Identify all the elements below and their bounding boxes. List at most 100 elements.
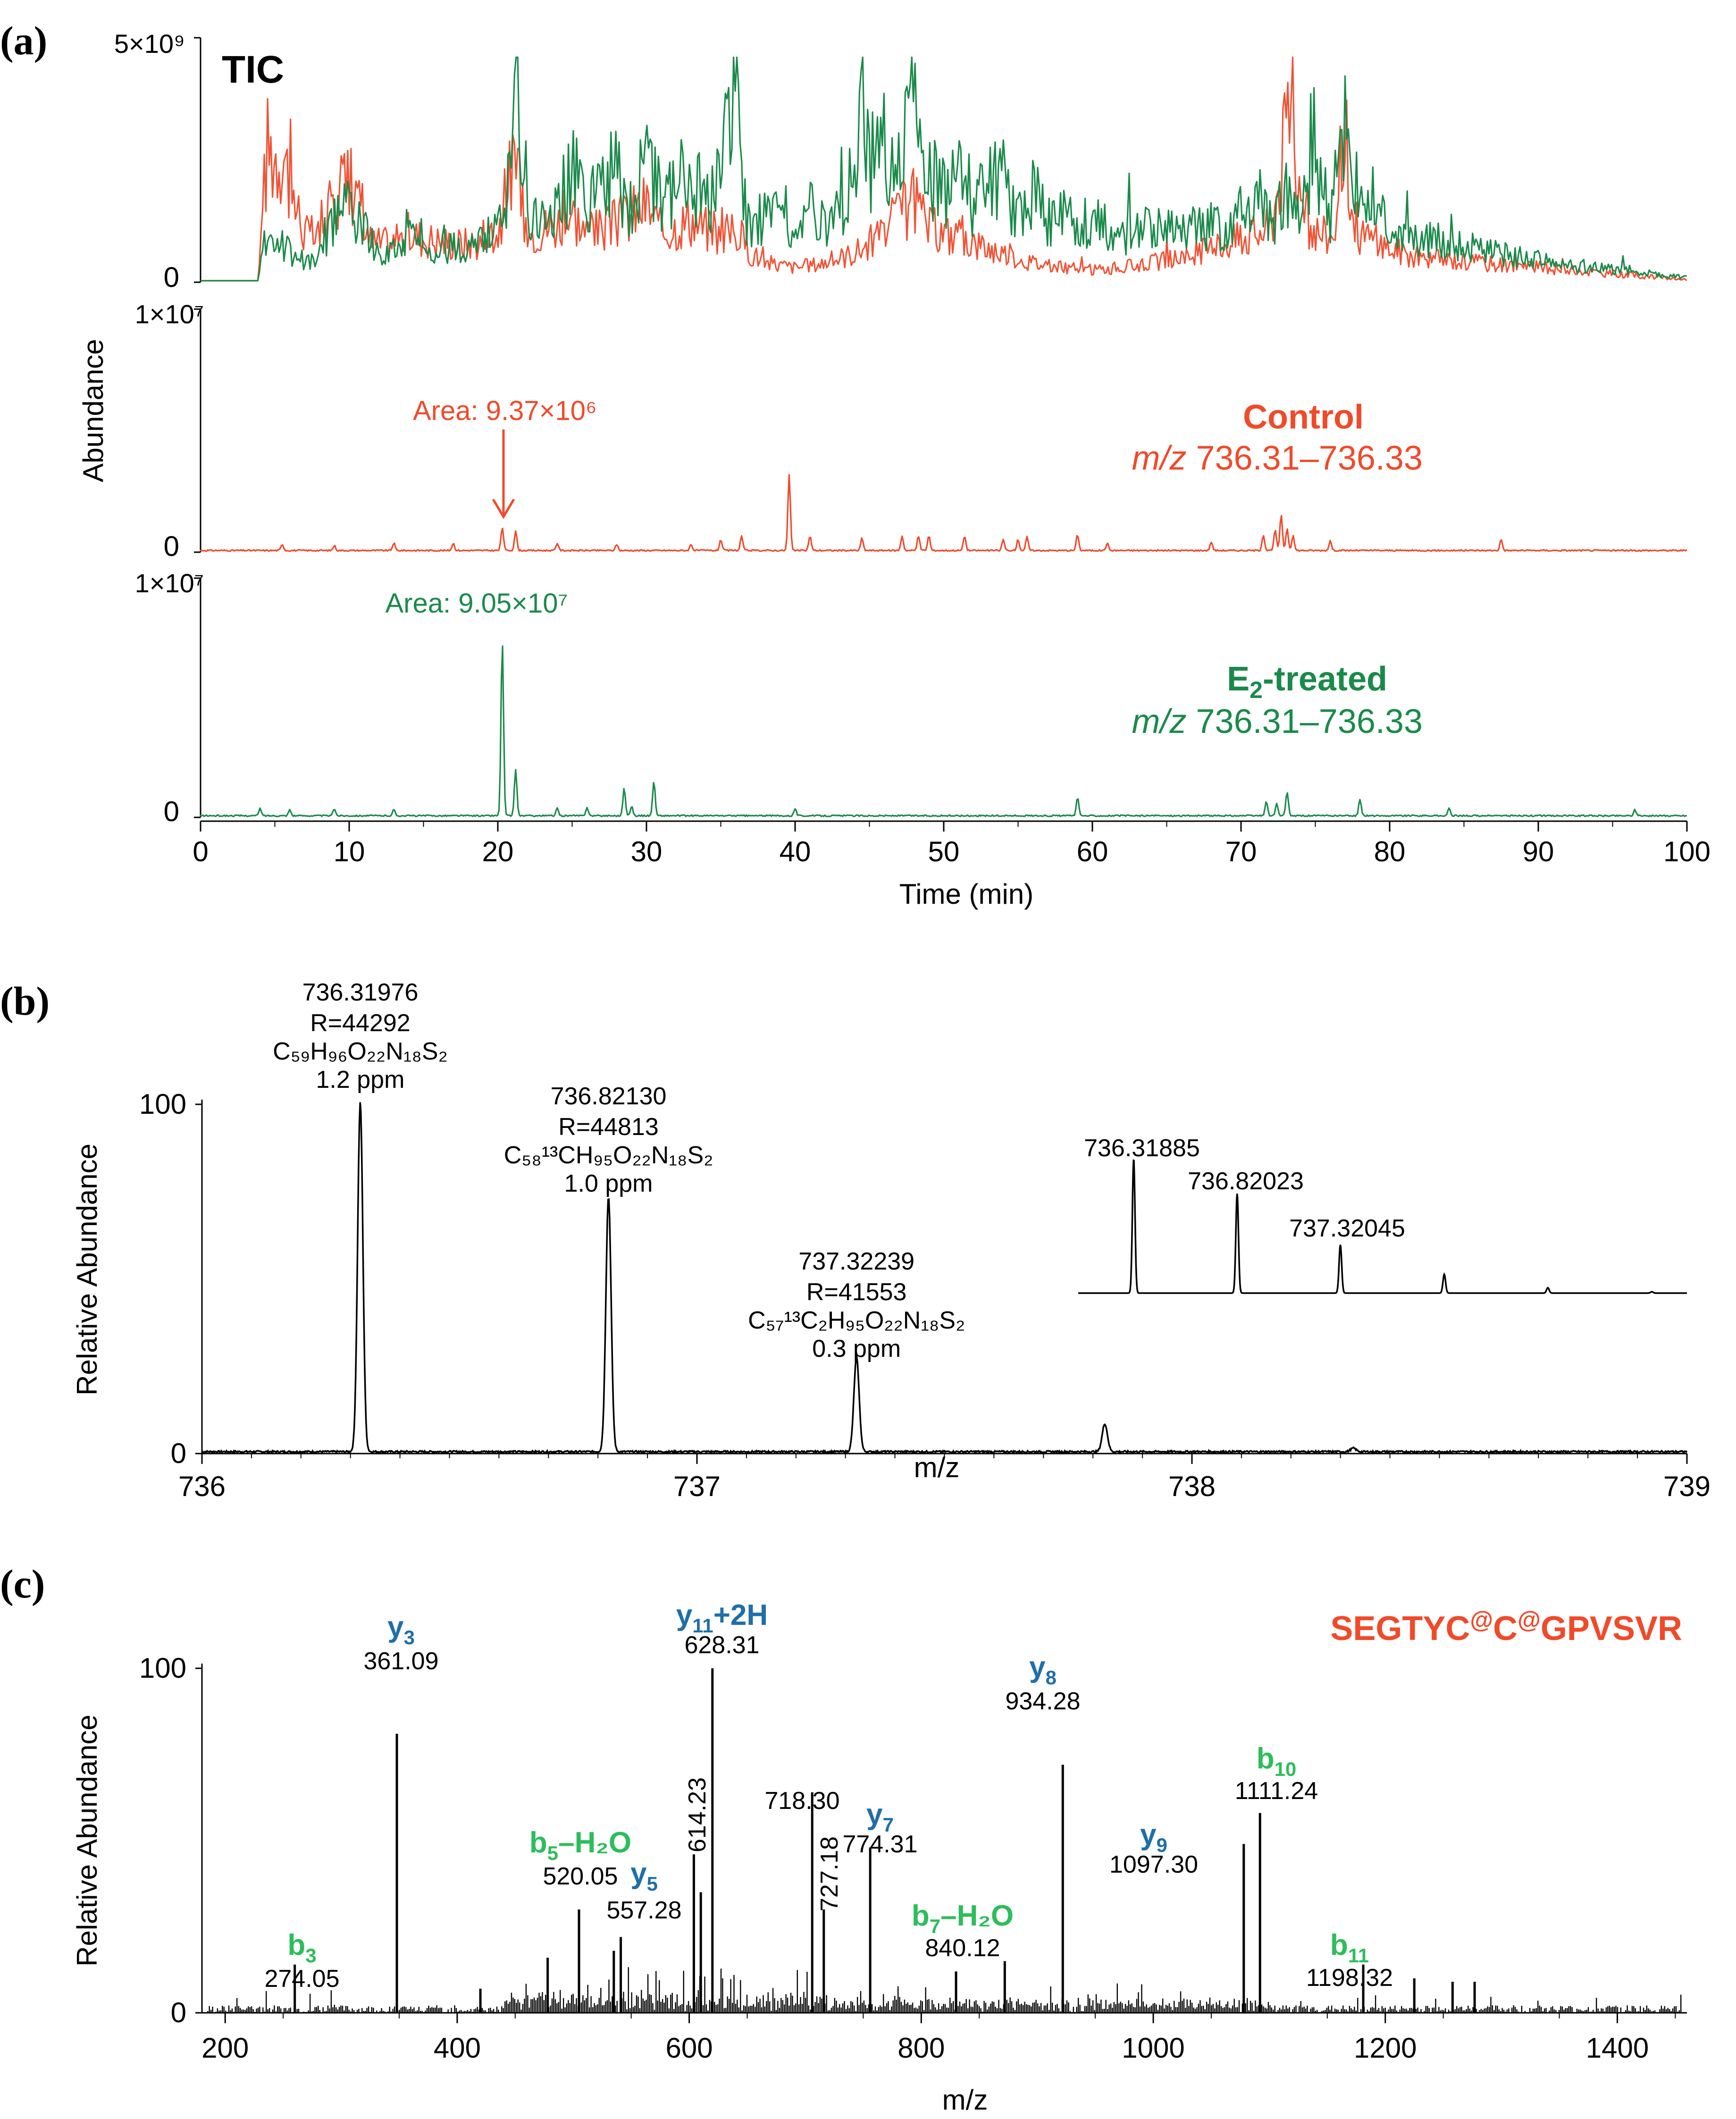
peptide-mod-1: @ bbox=[1470, 1606, 1493, 1633]
c-xtick-label: 800 bbox=[897, 2032, 945, 2064]
control-area-annotation: Area: 9.37×10⁶ bbox=[413, 395, 597, 426]
c-ion-label: b11 bbox=[1330, 1929, 1369, 1967]
b-peak-annotation-line: 737.32239 bbox=[798, 1248, 914, 1275]
c-ion-index: 3 bbox=[404, 1626, 415, 1648]
treated-ybottom-label: 0 bbox=[164, 796, 179, 827]
c-peak-mz-label: 628.31 bbox=[684, 1631, 759, 1659]
treated-legend-main: E bbox=[1227, 660, 1250, 698]
tic-ybottom-label: 0 bbox=[164, 261, 179, 293]
b-peak-annotation-line: 736.82130 bbox=[551, 1083, 667, 1110]
c-ion-label: b7–H₂O bbox=[912, 1900, 1014, 1937]
b-inset-label: 736.31885 bbox=[1084, 1135, 1200, 1162]
c-xtick-label: 1000 bbox=[1122, 2032, 1184, 2064]
tic-treated-trace bbox=[201, 56, 1687, 282]
a-xtick-label: 10 bbox=[334, 836, 365, 867]
panel-label-a: (a) bbox=[0, 18, 47, 63]
treated-legend-mz: m/z 736.31–736.33 bbox=[1132, 703, 1423, 740]
control-ytop-label: 1×10⁷ bbox=[135, 299, 204, 329]
b-inset-label: 737.32045 bbox=[1289, 1215, 1405, 1242]
panel-c-msms-spectrum: (c) Relative Abundance m/z SEGTYC@C@GPVS… bbox=[0, 1561, 1687, 2116]
b-inset-label: 736.82023 bbox=[1188, 1168, 1304, 1195]
c-ion-label: y11+2H bbox=[676, 1599, 768, 1637]
b-inset-trace bbox=[1078, 1159, 1687, 1294]
c-peak-mz-label: 520.05 bbox=[543, 1863, 618, 1890]
control-eic-trace bbox=[200, 474, 1687, 552]
b-peak-annotation-line: R=41553 bbox=[806, 1278, 907, 1306]
c-ion-label: y3 bbox=[387, 1611, 415, 1648]
c-xtick-label: 1200 bbox=[1354, 2032, 1417, 2064]
c-ion-extra: –H₂O bbox=[558, 1826, 631, 1859]
b-ytick-label-0: 0 bbox=[171, 1438, 186, 1469]
b-xtick-label: 737 bbox=[673, 1471, 721, 1502]
panel-a-chromatograms: (a) TIC Abundance 5×10⁹ 0 1×10⁷ 0 1×10⁷ … bbox=[0, 18, 1711, 910]
control-legend-name: Control bbox=[1243, 398, 1364, 436]
c-peak-mz-label: 934.28 bbox=[1005, 1688, 1080, 1715]
treated-eic-trace bbox=[200, 645, 1687, 817]
b-peak-annotation-line: R=44292 bbox=[310, 1009, 411, 1037]
a-xtick-label: 100 bbox=[1663, 836, 1711, 867]
c-ion-letter: y bbox=[866, 1798, 883, 1831]
tic-ytop-label: 5×10⁹ bbox=[114, 29, 185, 59]
c-peak-mz-label: 1198.32 bbox=[1306, 1964, 1393, 1992]
b-peak-annotation-line: C₅₉H₉₆O₂₂N₁₈S₂ bbox=[273, 1038, 448, 1065]
c-peak-mz-label: 1097.30 bbox=[1109, 1851, 1198, 1878]
c-ion-letter: b bbox=[1330, 1929, 1348, 1961]
c-ion-label: y5 bbox=[630, 1857, 658, 1895]
treated-legend-name: E2-treated bbox=[1227, 660, 1387, 703]
c-peak-mz-label: 840.12 bbox=[925, 1934, 1000, 1962]
a-xtick-label: 60 bbox=[1077, 836, 1108, 867]
b-peak-annotation-line: 1.2 ppm bbox=[316, 1066, 405, 1093]
c-ion-extra: –H₂O bbox=[940, 1900, 1014, 1932]
treated-legend-rest: -treated bbox=[1263, 660, 1387, 698]
c-ion-letter: y bbox=[1140, 1818, 1157, 1851]
panel-b-ylabel: Relative Abundance bbox=[71, 1144, 103, 1396]
c-ion-letter: b bbox=[287, 1929, 305, 1961]
control-mz-range: 736.31–736.33 bbox=[1196, 439, 1423, 477]
c-ytick-label-0: 0 bbox=[171, 1997, 186, 2028]
c-xtick-label: 200 bbox=[201, 2032, 249, 2064]
c-ion-letter: y bbox=[676, 1599, 693, 1631]
c-ion-letter: y bbox=[1029, 1651, 1046, 1683]
control-area-arrow-head bbox=[492, 498, 515, 519]
c-peak-mz-label: 1111.24 bbox=[1235, 1777, 1318, 1805]
c-ion-letter: b bbox=[1257, 1742, 1275, 1775]
c-rotated-mz-label: 614.23 bbox=[684, 1777, 711, 1852]
peptide-sequence: SEGTYC@C@GPVSVR bbox=[1330, 1606, 1682, 1648]
c-ion-index: 7 bbox=[883, 1814, 894, 1836]
treated-mz-italic: m/z bbox=[1132, 703, 1187, 740]
c-peak-mz-label: 557.28 bbox=[606, 1897, 681, 1924]
peptide-mod-2: @ bbox=[1518, 1606, 1541, 1633]
b-peak-annotation-line: 1.0 ppm bbox=[564, 1170, 653, 1197]
control-mz-italic: m/z bbox=[1132, 439, 1187, 477]
c-peak-mz-label: 274.05 bbox=[264, 1965, 339, 1993]
time-axis-label: Time (min) bbox=[899, 878, 1033, 910]
tic-control-trace bbox=[201, 56, 1687, 282]
c-ion-letter: b bbox=[529, 1826, 547, 1859]
panel-b-xlabel: m/z bbox=[914, 1452, 960, 1483]
a-xtick-label: 90 bbox=[1523, 836, 1554, 867]
peptide-part-3: GPVSVR bbox=[1541, 1610, 1682, 1648]
b-ytick-label-100: 100 bbox=[139, 1088, 186, 1120]
b-peak-annotation-line: 0.3 ppm bbox=[812, 1335, 901, 1362]
b-peak-annotation-line: 736.31976 bbox=[302, 979, 419, 1006]
c-ion-letter: y bbox=[630, 1857, 647, 1890]
c-xtick-label: 600 bbox=[666, 2032, 713, 2064]
c-xtick-label: 400 bbox=[434, 2032, 481, 2064]
c-ion-index: 9 bbox=[1157, 1834, 1167, 1856]
tic-title: TIC bbox=[222, 48, 284, 91]
c-xtick-label: 1400 bbox=[1586, 2032, 1649, 2064]
c-ion-letter: b bbox=[912, 1900, 930, 1932]
panel-a-traces bbox=[200, 56, 1687, 817]
c-ion-index: 11 bbox=[692, 1614, 713, 1637]
c-peak-mz-label: 718.30 bbox=[764, 1787, 839, 1815]
c-ion-letter: y bbox=[387, 1611, 404, 1643]
c-ion-index: 8 bbox=[1046, 1666, 1057, 1689]
abundance-axis-label: Abundance bbox=[77, 339, 109, 482]
treated-area-annotation: Area: 9.05×10⁷ bbox=[386, 588, 568, 619]
control-ybottom-label: 0 bbox=[164, 530, 179, 562]
c-ion-label: b10 bbox=[1257, 1742, 1297, 1780]
